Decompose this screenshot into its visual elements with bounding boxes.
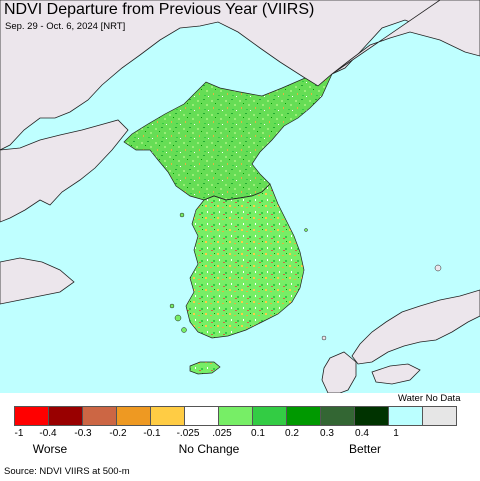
ndvi-map <box>0 0 480 393</box>
legend-swatches <box>14 406 457 426</box>
legend-tick: 0.4 <box>355 428 369 439</box>
island <box>434 264 442 272</box>
legend-swatch-4 <box>116 406 151 426</box>
map-title: NDVI Departure from Previous Year (VIIRS… <box>4 1 315 18</box>
island <box>321 335 327 341</box>
legend-tick: -0.2 <box>109 428 127 439</box>
legend-tick: 0.2 <box>285 428 299 439</box>
legend-swatch-11 <box>354 406 389 426</box>
legend-swatch-6 <box>184 406 219 426</box>
liaodong-land <box>0 119 129 223</box>
legend-swatch-10 <box>320 406 355 426</box>
legend-no-change-label: No Change <box>178 442 240 456</box>
legend-swatch-9 <box>286 406 321 426</box>
russia-land <box>331 0 480 75</box>
legend-swatch-nodata <box>422 406 457 426</box>
japan-honshu <box>351 289 480 365</box>
legend-tick: 0.1 <box>251 428 265 439</box>
north-korea <box>123 73 333 201</box>
legend-swatch-water <box>388 406 423 426</box>
island <box>179 212 185 218</box>
map-subtitle: Sep. 29 - Oct. 6, 2024 [NRT] <box>5 21 126 32</box>
legend-swatch-8 <box>252 406 287 426</box>
legend-better-label: Better <box>348 442 382 456</box>
legend-tick: .025 <box>212 428 232 439</box>
jeju-island <box>189 361 221 375</box>
legend-panel <box>0 393 480 464</box>
legend-swatch-3 <box>82 406 117 426</box>
water-nodata-label: Water No Data <box>398 393 461 404</box>
legend-swatch-2 <box>48 406 83 426</box>
island <box>169 303 175 309</box>
legend-swatch-1 <box>14 406 49 426</box>
legend-tick: -0.3 <box>74 428 92 439</box>
legend-swatch-7 <box>218 406 253 426</box>
island <box>181 327 187 333</box>
legend-swatch-5 <box>150 406 185 426</box>
source-note: Source: NDVI VIIRS at 500-m <box>4 466 130 477</box>
south-korea <box>185 183 305 339</box>
japan-kyushu <box>321 351 357 393</box>
shandong-land <box>0 257 75 305</box>
legend-tick: -0.4 <box>39 428 57 439</box>
legend-tick: 0.3 <box>320 428 334 439</box>
legend-tick: -.025 <box>176 428 200 439</box>
legend-tick: -1 <box>14 428 24 439</box>
legend-tick: -0.1 <box>143 428 161 439</box>
legend-tick: 1 <box>393 428 399 439</box>
island <box>174 314 182 322</box>
japan-shikoku <box>371 363 421 385</box>
island <box>304 228 308 232</box>
legend-worse-label: Worse <box>32 442 68 456</box>
